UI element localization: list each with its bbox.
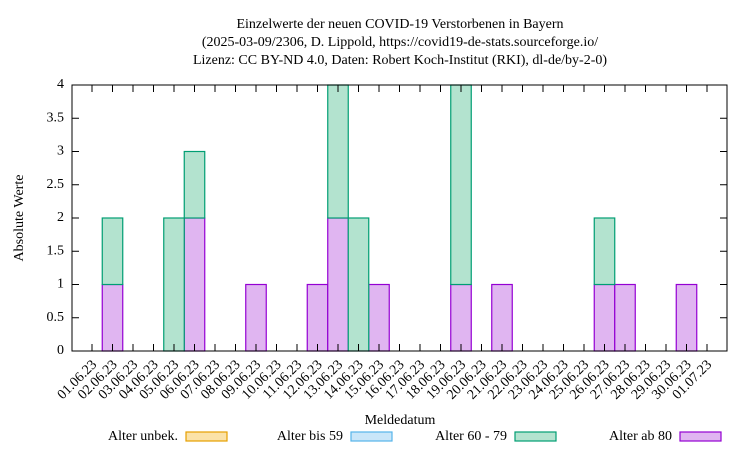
bar xyxy=(450,84,472,286)
chart-title: Einzelwerte der neuen COVID-19 Verstorbe… xyxy=(236,17,563,32)
bar xyxy=(101,283,124,352)
legend-label: Alter 60 - 79 xyxy=(435,429,507,444)
chart-title: (2025-03-09/2306, D. Lippold, https://co… xyxy=(202,35,598,50)
plot-frame xyxy=(71,84,728,352)
bar xyxy=(101,217,124,286)
bar xyxy=(183,217,206,352)
bar xyxy=(675,283,698,352)
bar xyxy=(368,283,390,352)
legend-swatch xyxy=(679,431,722,442)
bar xyxy=(245,283,267,352)
x-axis-label: Meldedatum xyxy=(365,413,436,428)
y-tick-label: 2.5 xyxy=(47,177,65,192)
legend-swatch xyxy=(350,431,393,442)
y-tick-label: 3 xyxy=(57,144,64,159)
legend-swatch xyxy=(514,431,557,442)
legend-label: Alter unbek. xyxy=(108,429,178,444)
y-tick-label: 2 xyxy=(57,210,64,225)
bar xyxy=(593,283,616,352)
legend-label: Alter ab 80 xyxy=(609,429,672,444)
bar xyxy=(450,283,472,352)
y-tick-label: 4 xyxy=(57,77,64,92)
bar xyxy=(306,283,329,352)
y-tick-label: 0 xyxy=(57,343,64,358)
bar xyxy=(614,283,636,352)
bar xyxy=(163,217,185,352)
y-axis-label: Absolute Werte xyxy=(12,175,27,262)
bar xyxy=(327,217,349,352)
bar xyxy=(327,84,349,219)
bar xyxy=(593,217,616,286)
y-tick-label: 0.5 xyxy=(47,310,65,325)
bar xyxy=(491,283,513,352)
y-tick-label: 3.5 xyxy=(47,110,65,125)
bar xyxy=(347,217,370,352)
y-tick-label: 1 xyxy=(57,277,64,292)
y-tick-label: 1.5 xyxy=(47,243,65,258)
legend-swatch xyxy=(185,431,228,442)
bar xyxy=(183,150,206,219)
chart-title: Lizenz: CC BY-ND 4.0, Daten: Robert Koch… xyxy=(193,53,607,68)
legend-label: Alter bis 59 xyxy=(277,429,343,444)
